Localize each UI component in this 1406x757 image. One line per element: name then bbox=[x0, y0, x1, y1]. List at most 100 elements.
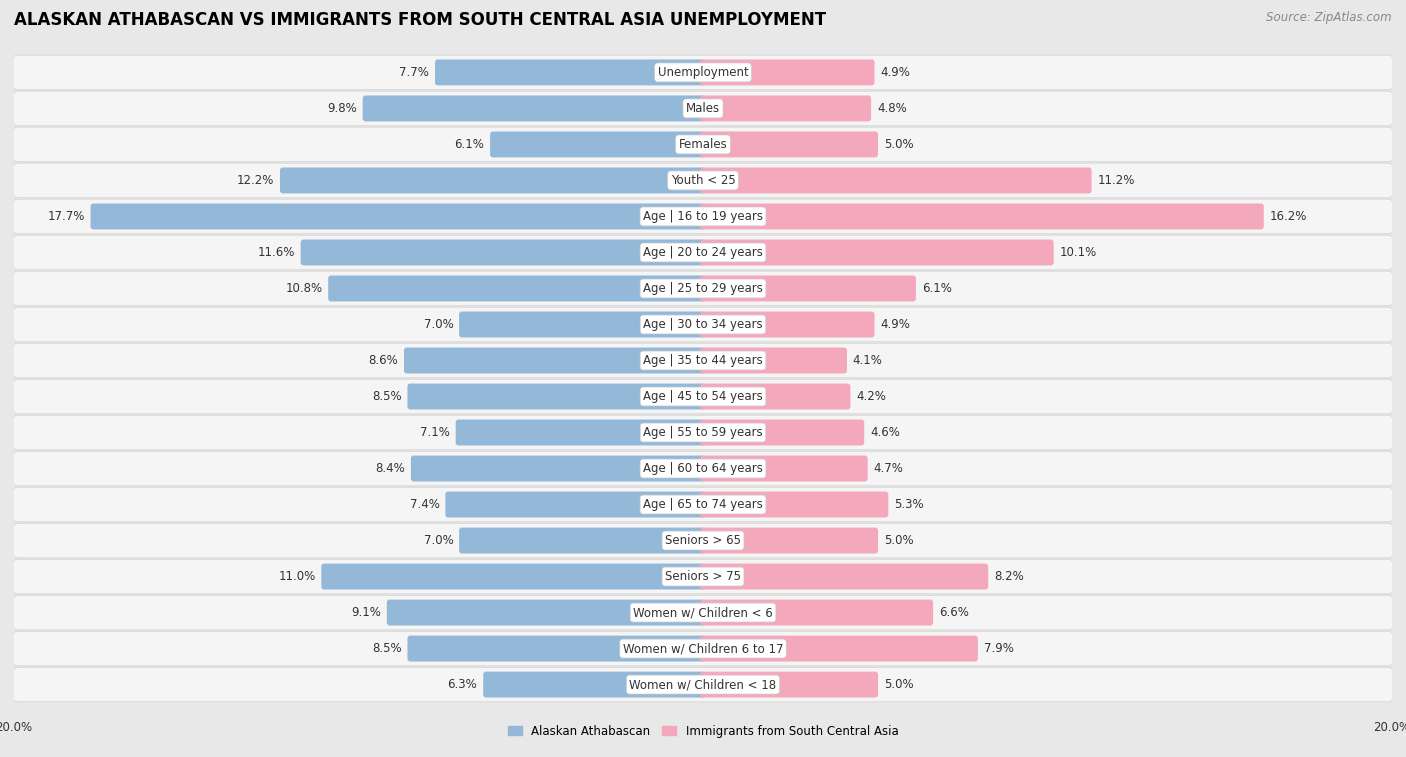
FancyBboxPatch shape bbox=[14, 379, 1392, 414]
Text: 6.3%: 6.3% bbox=[447, 678, 478, 691]
FancyBboxPatch shape bbox=[700, 384, 851, 410]
FancyBboxPatch shape bbox=[700, 636, 979, 662]
Text: 6.6%: 6.6% bbox=[939, 606, 969, 619]
FancyBboxPatch shape bbox=[700, 347, 846, 373]
Text: 12.2%: 12.2% bbox=[236, 174, 274, 187]
FancyBboxPatch shape bbox=[14, 559, 1392, 593]
Text: Seniors > 65: Seniors > 65 bbox=[665, 534, 741, 547]
Text: Age | 55 to 59 years: Age | 55 to 59 years bbox=[643, 426, 763, 439]
Text: 7.7%: 7.7% bbox=[399, 66, 429, 79]
FancyBboxPatch shape bbox=[14, 235, 1392, 269]
FancyBboxPatch shape bbox=[408, 384, 706, 410]
Text: 7.1%: 7.1% bbox=[420, 426, 450, 439]
Text: Women w/ Children 6 to 17: Women w/ Children 6 to 17 bbox=[623, 642, 783, 655]
FancyBboxPatch shape bbox=[14, 343, 1392, 378]
Text: 16.2%: 16.2% bbox=[1270, 210, 1308, 223]
FancyBboxPatch shape bbox=[700, 312, 875, 338]
FancyBboxPatch shape bbox=[328, 276, 706, 301]
Text: Source: ZipAtlas.com: Source: ZipAtlas.com bbox=[1267, 11, 1392, 24]
Text: 5.3%: 5.3% bbox=[894, 498, 924, 511]
Text: 6.1%: 6.1% bbox=[454, 138, 484, 151]
Text: 8.2%: 8.2% bbox=[994, 570, 1024, 583]
Text: 11.6%: 11.6% bbox=[257, 246, 295, 259]
FancyBboxPatch shape bbox=[700, 419, 865, 445]
FancyBboxPatch shape bbox=[14, 91, 1392, 126]
Text: Females: Females bbox=[679, 138, 727, 151]
FancyBboxPatch shape bbox=[322, 563, 706, 590]
FancyBboxPatch shape bbox=[700, 528, 877, 553]
Text: 4.9%: 4.9% bbox=[880, 66, 910, 79]
FancyBboxPatch shape bbox=[363, 95, 706, 121]
Text: 9.8%: 9.8% bbox=[328, 102, 357, 115]
Text: 4.9%: 4.9% bbox=[880, 318, 910, 331]
FancyBboxPatch shape bbox=[14, 199, 1392, 234]
FancyBboxPatch shape bbox=[434, 60, 706, 86]
FancyBboxPatch shape bbox=[700, 95, 872, 121]
FancyBboxPatch shape bbox=[700, 563, 988, 590]
FancyBboxPatch shape bbox=[700, 239, 1053, 266]
FancyBboxPatch shape bbox=[411, 456, 706, 481]
FancyBboxPatch shape bbox=[14, 127, 1392, 162]
FancyBboxPatch shape bbox=[14, 451, 1392, 486]
Text: Age | 30 to 34 years: Age | 30 to 34 years bbox=[643, 318, 763, 331]
FancyBboxPatch shape bbox=[460, 312, 706, 338]
Text: 6.1%: 6.1% bbox=[922, 282, 952, 295]
Text: 11.2%: 11.2% bbox=[1098, 174, 1135, 187]
Text: Women w/ Children < 6: Women w/ Children < 6 bbox=[633, 606, 773, 619]
Text: 4.7%: 4.7% bbox=[873, 462, 904, 475]
FancyBboxPatch shape bbox=[700, 204, 1264, 229]
FancyBboxPatch shape bbox=[700, 167, 1091, 194]
Text: Youth < 25: Youth < 25 bbox=[671, 174, 735, 187]
Text: 8.5%: 8.5% bbox=[373, 642, 402, 655]
FancyBboxPatch shape bbox=[14, 631, 1392, 666]
FancyBboxPatch shape bbox=[446, 491, 706, 518]
Text: Age | 20 to 24 years: Age | 20 to 24 years bbox=[643, 246, 763, 259]
FancyBboxPatch shape bbox=[456, 419, 706, 445]
Text: 7.0%: 7.0% bbox=[423, 534, 453, 547]
FancyBboxPatch shape bbox=[700, 276, 915, 301]
FancyBboxPatch shape bbox=[484, 671, 706, 697]
Text: 10.1%: 10.1% bbox=[1060, 246, 1097, 259]
FancyBboxPatch shape bbox=[700, 600, 934, 625]
Text: 8.5%: 8.5% bbox=[373, 390, 402, 403]
Text: 5.0%: 5.0% bbox=[884, 678, 914, 691]
FancyBboxPatch shape bbox=[14, 307, 1392, 341]
FancyBboxPatch shape bbox=[408, 636, 706, 662]
FancyBboxPatch shape bbox=[14, 271, 1392, 306]
Text: Males: Males bbox=[686, 102, 720, 115]
FancyBboxPatch shape bbox=[700, 60, 875, 86]
Text: 4.6%: 4.6% bbox=[870, 426, 900, 439]
FancyBboxPatch shape bbox=[404, 347, 706, 373]
Text: Unemployment: Unemployment bbox=[658, 66, 748, 79]
FancyBboxPatch shape bbox=[460, 528, 706, 553]
Text: 9.1%: 9.1% bbox=[352, 606, 381, 619]
Text: Seniors > 75: Seniors > 75 bbox=[665, 570, 741, 583]
FancyBboxPatch shape bbox=[301, 239, 706, 266]
Legend: Alaskan Athabascan, Immigrants from South Central Asia: Alaskan Athabascan, Immigrants from Sout… bbox=[503, 720, 903, 743]
FancyBboxPatch shape bbox=[700, 132, 877, 157]
Text: 5.0%: 5.0% bbox=[884, 534, 914, 547]
Text: Age | 16 to 19 years: Age | 16 to 19 years bbox=[643, 210, 763, 223]
Text: 4.2%: 4.2% bbox=[856, 390, 886, 403]
Text: 5.0%: 5.0% bbox=[884, 138, 914, 151]
Text: 10.8%: 10.8% bbox=[285, 282, 322, 295]
FancyBboxPatch shape bbox=[14, 488, 1392, 522]
Text: Age | 45 to 54 years: Age | 45 to 54 years bbox=[643, 390, 763, 403]
Text: 8.6%: 8.6% bbox=[368, 354, 398, 367]
FancyBboxPatch shape bbox=[14, 523, 1392, 558]
Text: 11.0%: 11.0% bbox=[278, 570, 315, 583]
Text: 7.9%: 7.9% bbox=[984, 642, 1014, 655]
FancyBboxPatch shape bbox=[90, 204, 706, 229]
Text: 4.1%: 4.1% bbox=[853, 354, 883, 367]
Text: 8.4%: 8.4% bbox=[375, 462, 405, 475]
FancyBboxPatch shape bbox=[700, 671, 877, 697]
FancyBboxPatch shape bbox=[14, 164, 1392, 198]
Text: 4.8%: 4.8% bbox=[877, 102, 907, 115]
FancyBboxPatch shape bbox=[387, 600, 706, 625]
FancyBboxPatch shape bbox=[700, 491, 889, 518]
Text: Age | 60 to 64 years: Age | 60 to 64 years bbox=[643, 462, 763, 475]
FancyBboxPatch shape bbox=[700, 456, 868, 481]
Text: ALASKAN ATHABASCAN VS IMMIGRANTS FROM SOUTH CENTRAL ASIA UNEMPLOYMENT: ALASKAN ATHABASCAN VS IMMIGRANTS FROM SO… bbox=[14, 11, 827, 30]
Text: 7.4%: 7.4% bbox=[409, 498, 440, 511]
FancyBboxPatch shape bbox=[280, 167, 706, 194]
